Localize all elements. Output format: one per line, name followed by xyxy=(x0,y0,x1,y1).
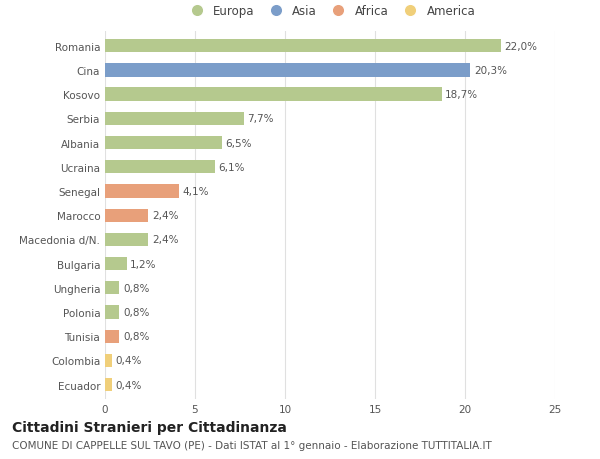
Text: Cittadini Stranieri per Cittadinanza: Cittadini Stranieri per Cittadinanza xyxy=(12,420,287,434)
Text: 0,8%: 0,8% xyxy=(123,308,149,317)
Text: 2,4%: 2,4% xyxy=(152,211,178,221)
Bar xyxy=(105,281,119,295)
Bar xyxy=(105,88,442,101)
Bar xyxy=(105,306,119,319)
Text: 0,4%: 0,4% xyxy=(116,380,142,390)
Text: 0,4%: 0,4% xyxy=(116,356,142,366)
Bar xyxy=(105,257,127,271)
Bar xyxy=(105,112,244,126)
Bar xyxy=(105,137,222,150)
Text: 4,1%: 4,1% xyxy=(182,186,209,196)
Text: 20,3%: 20,3% xyxy=(474,66,507,76)
Bar xyxy=(105,378,112,392)
Bar xyxy=(105,330,119,343)
Bar xyxy=(105,209,148,222)
Text: 1,2%: 1,2% xyxy=(130,259,157,269)
Legend: Europa, Asia, Africa, America: Europa, Asia, Africa, America xyxy=(180,0,480,22)
Text: COMUNE DI CAPPELLE SUL TAVO (PE) - Dati ISTAT al 1° gennaio - Elaborazione TUTTI: COMUNE DI CAPPELLE SUL TAVO (PE) - Dati … xyxy=(12,440,492,450)
Text: 0,8%: 0,8% xyxy=(123,283,149,293)
Text: 6,1%: 6,1% xyxy=(218,162,245,173)
Text: 18,7%: 18,7% xyxy=(445,90,478,100)
Text: 22,0%: 22,0% xyxy=(505,42,538,51)
Text: 0,8%: 0,8% xyxy=(123,331,149,341)
Text: 2,4%: 2,4% xyxy=(152,235,178,245)
Bar xyxy=(105,161,215,174)
Bar xyxy=(105,64,470,78)
Text: 7,7%: 7,7% xyxy=(247,114,274,124)
Bar xyxy=(105,233,148,246)
Text: 6,5%: 6,5% xyxy=(226,138,252,148)
Bar xyxy=(105,185,179,198)
Bar xyxy=(105,40,501,53)
Bar xyxy=(105,354,112,367)
